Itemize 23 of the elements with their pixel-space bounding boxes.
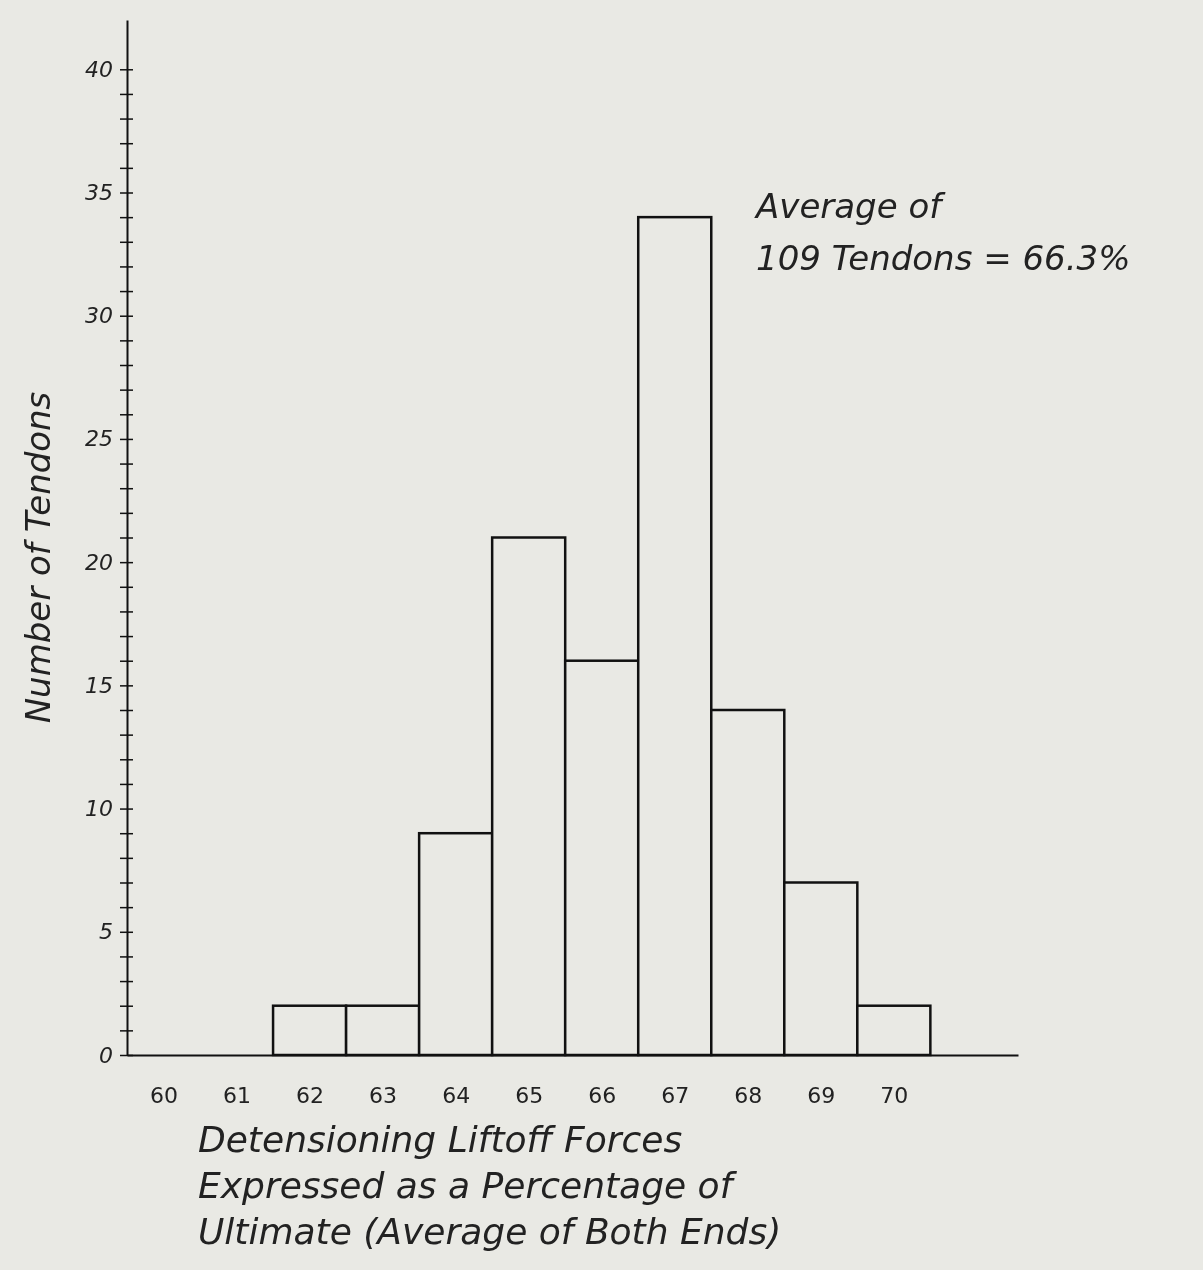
y-tick-label: 40 bbox=[85, 56, 113, 82]
y-tick-label: 25 bbox=[85, 426, 113, 452]
x-tick-label: 70 bbox=[880, 1082, 909, 1108]
x-tick-label: 62 bbox=[296, 1082, 325, 1108]
x-tick-label: 63 bbox=[369, 1082, 398, 1108]
y-tick-label: 35 bbox=[85, 180, 113, 206]
y-tick-label: 20 bbox=[85, 549, 113, 575]
x-tick-label: 61 bbox=[223, 1082, 252, 1108]
x-tick-label: 65 bbox=[515, 1082, 544, 1108]
x-axis-title: Detensioning Liftoff Forces Expressed as a Percentage of Ultimate (Average of Both Ends) bbox=[198, 1119, 782, 1252]
x-tick-label: 64 bbox=[442, 1082, 471, 1108]
annotation: Average of 109 Tendons = 66.3% bbox=[754, 186, 1131, 278]
x-tick-label: 67 bbox=[661, 1082, 690, 1108]
x-tick-label: 69 bbox=[807, 1082, 836, 1108]
y-tick-label: 10 bbox=[85, 796, 113, 822]
x-tick-label: 60 bbox=[150, 1082, 179, 1108]
y-axis-title: Number of Tendons bbox=[18, 391, 58, 724]
y-tick-label: 15 bbox=[85, 672, 113, 698]
x-tick-label: 66 bbox=[588, 1082, 617, 1108]
y-tick-label: 5 bbox=[99, 919, 113, 945]
x-tick-label: 68 bbox=[734, 1082, 763, 1108]
y-tick-label: 0 bbox=[99, 1042, 113, 1068]
y-tick-label: 30 bbox=[85, 303, 113, 329]
